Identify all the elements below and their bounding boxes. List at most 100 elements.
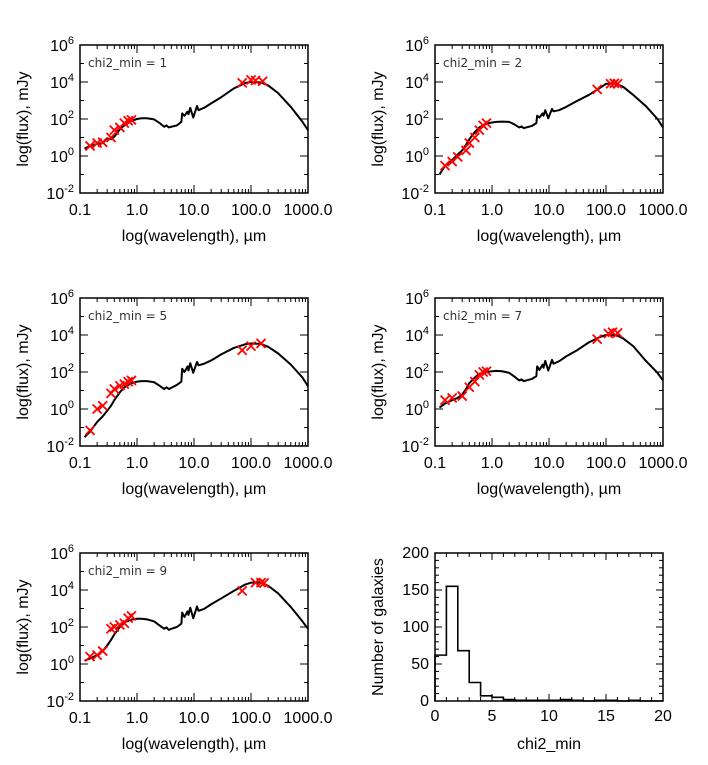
observed-point xyxy=(84,425,96,436)
y-tick-label: 100 xyxy=(50,654,74,674)
axis-ticks xyxy=(79,44,309,194)
sed-panel-1: chi2_min = 1 log(wavelength), µm log(flu… xyxy=(15,35,333,245)
observed-point xyxy=(123,376,134,387)
sed-panel-3: chi2_min = 5 log(wavelength), µm log(flu… xyxy=(15,288,333,498)
observed-point xyxy=(97,400,108,411)
y-axis-label: Number of galaxies xyxy=(370,558,387,696)
observed-point xyxy=(126,375,137,386)
x-tick-label: 1.0 xyxy=(126,202,148,219)
y-tick-label: 102 xyxy=(50,362,74,382)
observed-point xyxy=(257,76,268,87)
y-tick-label: 102 xyxy=(50,617,74,637)
observed-point xyxy=(237,345,248,356)
x-tick-label: 100.0 xyxy=(231,202,271,219)
y-tick-label: 100 xyxy=(402,619,429,636)
x-tick-label: 10.0 xyxy=(178,710,209,727)
sed-panel-2: chi2_min = 2 log(wavelength), µm log(flu… xyxy=(370,35,688,245)
observed-point xyxy=(592,333,603,345)
observed-point xyxy=(123,115,134,126)
x-axis-label: log(wavelength), µm xyxy=(122,228,266,245)
axis-ticks xyxy=(79,552,309,702)
y-tick-label: 104 xyxy=(50,580,74,600)
y-tick-label: 10-2 xyxy=(46,436,74,456)
observed-point xyxy=(245,341,257,352)
y-tick-label: 106 xyxy=(405,288,429,308)
observed-point xyxy=(255,338,267,349)
observed-point xyxy=(612,78,623,89)
y-tick-label: 100 xyxy=(50,399,74,419)
observed-point xyxy=(609,78,620,89)
y-axis-label: log(flux), mJy xyxy=(15,579,32,674)
observed-point xyxy=(478,366,489,378)
x-tick-label: 0.1 xyxy=(424,455,446,472)
x-tick-label: 1.0 xyxy=(481,202,503,219)
x-tick-label: 1000.0 xyxy=(284,710,333,727)
x-tick-label: 1000.0 xyxy=(284,202,333,219)
x-tick-label: 0.1 xyxy=(69,710,91,727)
y-tick-label: 200 xyxy=(402,545,429,562)
x-tick-label: 0.1 xyxy=(69,455,91,472)
observed-point xyxy=(97,137,108,148)
sed-panel-4: chi2_min = 7 log(wavelength), µm log(flu… xyxy=(370,288,688,498)
x-tick-label: 100.0 xyxy=(586,202,626,219)
observed-point xyxy=(258,577,270,589)
observed-point xyxy=(255,577,267,588)
observed-point xyxy=(105,132,117,143)
x-tick-label: 1.0 xyxy=(481,455,503,472)
x-tick-label: 100.0 xyxy=(231,455,271,472)
x-tick-label: 1000.0 xyxy=(639,455,688,472)
observed-point xyxy=(126,114,137,125)
y-tick-label: 106 xyxy=(50,543,74,563)
x-axis-label: log(wavelength), µm xyxy=(477,481,621,498)
chi2-annotation: chi2_min = 2 xyxy=(443,56,522,70)
y-tick-label: 106 xyxy=(405,35,429,55)
y-tick-label: 104 xyxy=(50,72,74,92)
x-tick-label: 1.0 xyxy=(126,710,148,727)
y-tick-label: 106 xyxy=(50,35,74,55)
y-tick-label: 106 xyxy=(50,288,74,308)
x-tick-label: 100.0 xyxy=(586,455,626,472)
observed-point xyxy=(592,84,603,95)
observed-point xyxy=(460,145,472,156)
y-tick-label: 150 xyxy=(402,582,429,599)
y-tick-label: 104 xyxy=(405,325,429,345)
histogram-outline xyxy=(434,585,663,702)
axis-ticks xyxy=(434,44,664,194)
observed-point xyxy=(126,610,137,621)
y-tick-label: 102 xyxy=(405,362,429,382)
chi2-annotation: chi2_min = 5 xyxy=(88,309,167,323)
x-tick-label: 1.0 xyxy=(126,455,148,472)
observed-point xyxy=(237,585,248,596)
y-tick-label: 104 xyxy=(50,325,74,345)
x-tick-label: 0.1 xyxy=(69,202,91,219)
x-tick-label: 20 xyxy=(654,708,672,725)
x-tick-label: 1000.0 xyxy=(639,202,688,219)
observed-point xyxy=(612,327,623,339)
y-tick-label: 100 xyxy=(50,146,74,166)
y-tick-label: 10-2 xyxy=(401,436,429,456)
model-sed-line xyxy=(83,342,309,438)
x-axis-label: log(wavelength), µm xyxy=(122,481,266,498)
observed-point xyxy=(469,132,480,143)
chi2-histogram-panel: chi2_min Number of galaxies 0 5 10 15 200501… xyxy=(370,545,672,753)
x-axis-label: log(wavelength), µm xyxy=(122,736,266,753)
x-tick-label: 10 xyxy=(540,708,558,725)
chi2-annotation: chi2_min = 1 xyxy=(88,56,167,70)
observed-point xyxy=(97,645,108,657)
y-tick-label: 0 xyxy=(420,693,429,710)
x-tick-label: 100.0 xyxy=(231,710,271,727)
x-tick-label: 10.0 xyxy=(533,202,564,219)
y-tick-label: 10-2 xyxy=(401,183,429,203)
x-tick-label: 10.0 xyxy=(178,455,209,472)
chi2-annotation: chi2_min = 7 xyxy=(443,309,522,323)
y-axis-label: log(flux), mJy xyxy=(370,324,387,419)
observed-point xyxy=(439,160,451,171)
x-tick-label: 0 xyxy=(431,708,440,725)
observed-point xyxy=(481,117,492,129)
model-sed-line xyxy=(438,82,664,176)
observed-point xyxy=(439,395,451,406)
x-tick-label: 0.1 xyxy=(424,202,446,219)
observed-point xyxy=(84,140,96,152)
